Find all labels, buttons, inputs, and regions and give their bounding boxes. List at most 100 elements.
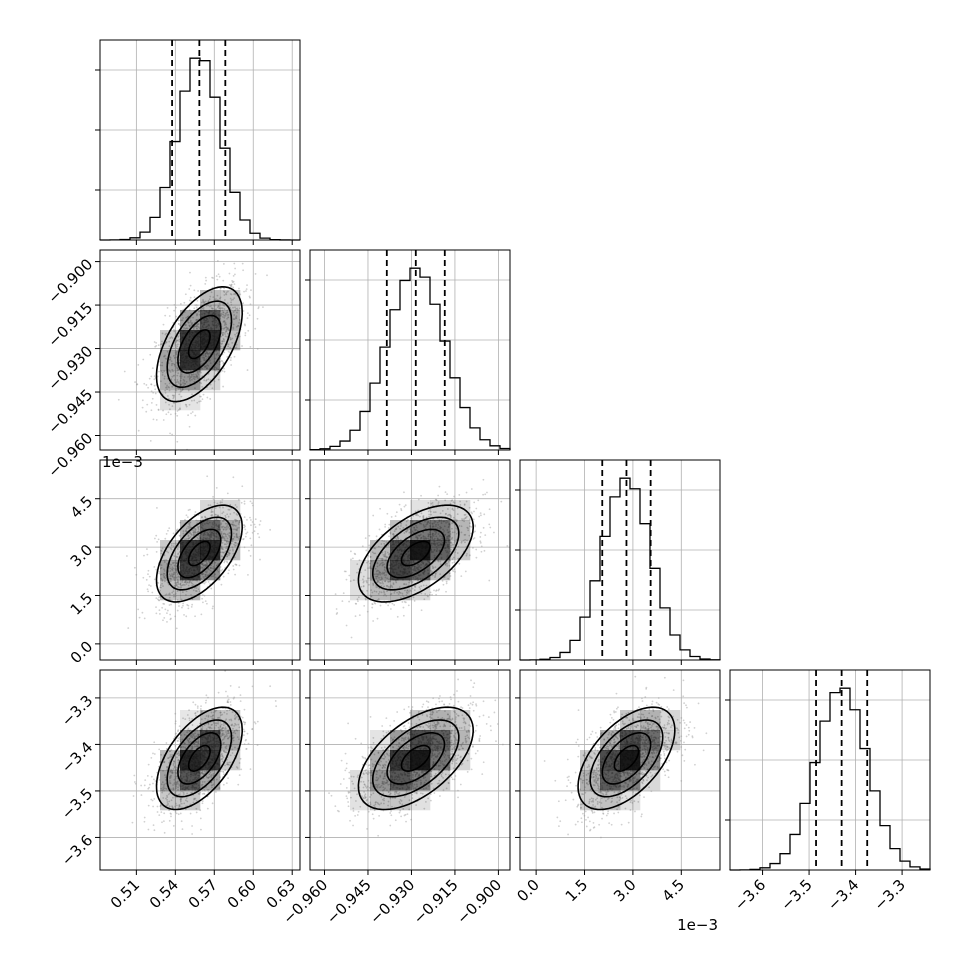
- scatter-point: [183, 384, 185, 387]
- scatter-point: [180, 734, 183, 737]
- scatter-point: [229, 338, 232, 341]
- scatter-point: [220, 546, 223, 549]
- scatter-point: [466, 552, 468, 555]
- scatter-point: [212, 495, 214, 498]
- scatter-point: [193, 735, 196, 738]
- scatter-point: [225, 541, 228, 543]
- scatter-point: [398, 590, 401, 593]
- scatter-point: [162, 572, 165, 575]
- scatter-point: [222, 773, 225, 776]
- scatter-point: [210, 784, 213, 787]
- scatter-point: [150, 775, 153, 778]
- scatter-point: [361, 545, 364, 548]
- scatter-point: [414, 584, 417, 587]
- scatter-point: [172, 573, 175, 576]
- scatter-point: [177, 553, 179, 556]
- scatter-point: [207, 300, 210, 303]
- scatter-point: [185, 583, 188, 585]
- scatter-point: [198, 310, 201, 312]
- scatter-point: [191, 833, 194, 835]
- scatter-point: [470, 511, 473, 514]
- scatter-point: [506, 545, 509, 547]
- scatter-point: [230, 293, 233, 296]
- scatter-point: [445, 590, 447, 593]
- scatter-point: [227, 290, 229, 293]
- scatter-point: [370, 567, 373, 570]
- scatter-point: [464, 517, 467, 519]
- scatter-point: [380, 591, 383, 594]
- contour-3: [357, 504, 475, 603]
- scatter-point: [181, 828, 184, 830]
- scatter-point: [185, 615, 188, 618]
- scatter-point: [226, 336, 229, 338]
- scatter-point: [169, 618, 172, 621]
- density-cell: [450, 540, 471, 561]
- scatter-point: [343, 570, 346, 573]
- scatter-point: [161, 361, 164, 364]
- scatter-point: [374, 575, 377, 578]
- scatter-point: [206, 562, 208, 565]
- scatter-point: [180, 377, 182, 379]
- scatter-point: [228, 534, 230, 537]
- scatter-point: [362, 580, 365, 583]
- scatter-point: [226, 332, 229, 335]
- scatter-point: [234, 520, 237, 523]
- scatter-point: [150, 402, 153, 404]
- scatter-point: [192, 328, 195, 330]
- scatter-point: [235, 343, 238, 346]
- scatter-point: [223, 304, 226, 307]
- scatter-point: [429, 591, 432, 594]
- scatter-point: [381, 581, 384, 583]
- scatter-point: [381, 571, 384, 574]
- scatter-point: [140, 794, 143, 796]
- scatter-point: [205, 715, 208, 717]
- scatter-point: [232, 538, 234, 540]
- scatter-point: [225, 330, 228, 333]
- scatter-point: [146, 774, 149, 777]
- scatter-point: [460, 575, 463, 578]
- scatter-point: [155, 550, 158, 553]
- scatter-point: [206, 776, 208, 779]
- scatter-point: [228, 552, 231, 555]
- scatter-point: [169, 769, 172, 772]
- density-cell: [180, 310, 201, 331]
- scatter-point: [456, 519, 458, 522]
- scatter-point: [221, 536, 223, 539]
- scatter-point: [232, 552, 235, 555]
- scatter-point: [173, 394, 176, 397]
- scatter-point: [176, 339, 179, 342]
- scatter-point: [257, 306, 260, 308]
- scatter-point: [173, 357, 176, 359]
- scatter-point: [161, 332, 164, 335]
- scatter-point: [183, 581, 186, 584]
- scatter-point: [449, 515, 452, 517]
- scatter-point: [166, 620, 168, 623]
- scatter-point: [211, 786, 213, 789]
- scatter-point: [425, 516, 428, 519]
- scatter-point: [145, 384, 148, 386]
- scatter-point: [375, 590, 378, 593]
- scatter-point: [193, 399, 196, 402]
- scatter-point: [159, 567, 162, 570]
- scatter-point: [161, 371, 164, 374]
- scatter-point: [199, 369, 202, 372]
- scatter-point: [169, 547, 172, 550]
- scatter-point: [406, 528, 409, 531]
- scatter-point: [231, 281, 234, 284]
- scatter-point: [180, 395, 183, 398]
- scatter-point: [236, 528, 238, 531]
- scatter-point: [231, 280, 234, 282]
- scatter-point: [371, 551, 374, 554]
- scatter-point: [172, 394, 175, 397]
- scatter-point: [207, 723, 210, 726]
- scatter-point: [218, 307, 221, 309]
- scatter-point: [377, 569, 380, 572]
- scatter-point: [194, 531, 197, 534]
- scatter-point: [451, 531, 454, 534]
- scatter-point: [479, 512, 482, 515]
- scatter-point: [227, 526, 230, 529]
- scatter-point: [198, 381, 201, 384]
- scatter-point: [409, 589, 412, 592]
- scatter-point: [232, 532, 235, 535]
- scatter-point: [449, 502, 452, 505]
